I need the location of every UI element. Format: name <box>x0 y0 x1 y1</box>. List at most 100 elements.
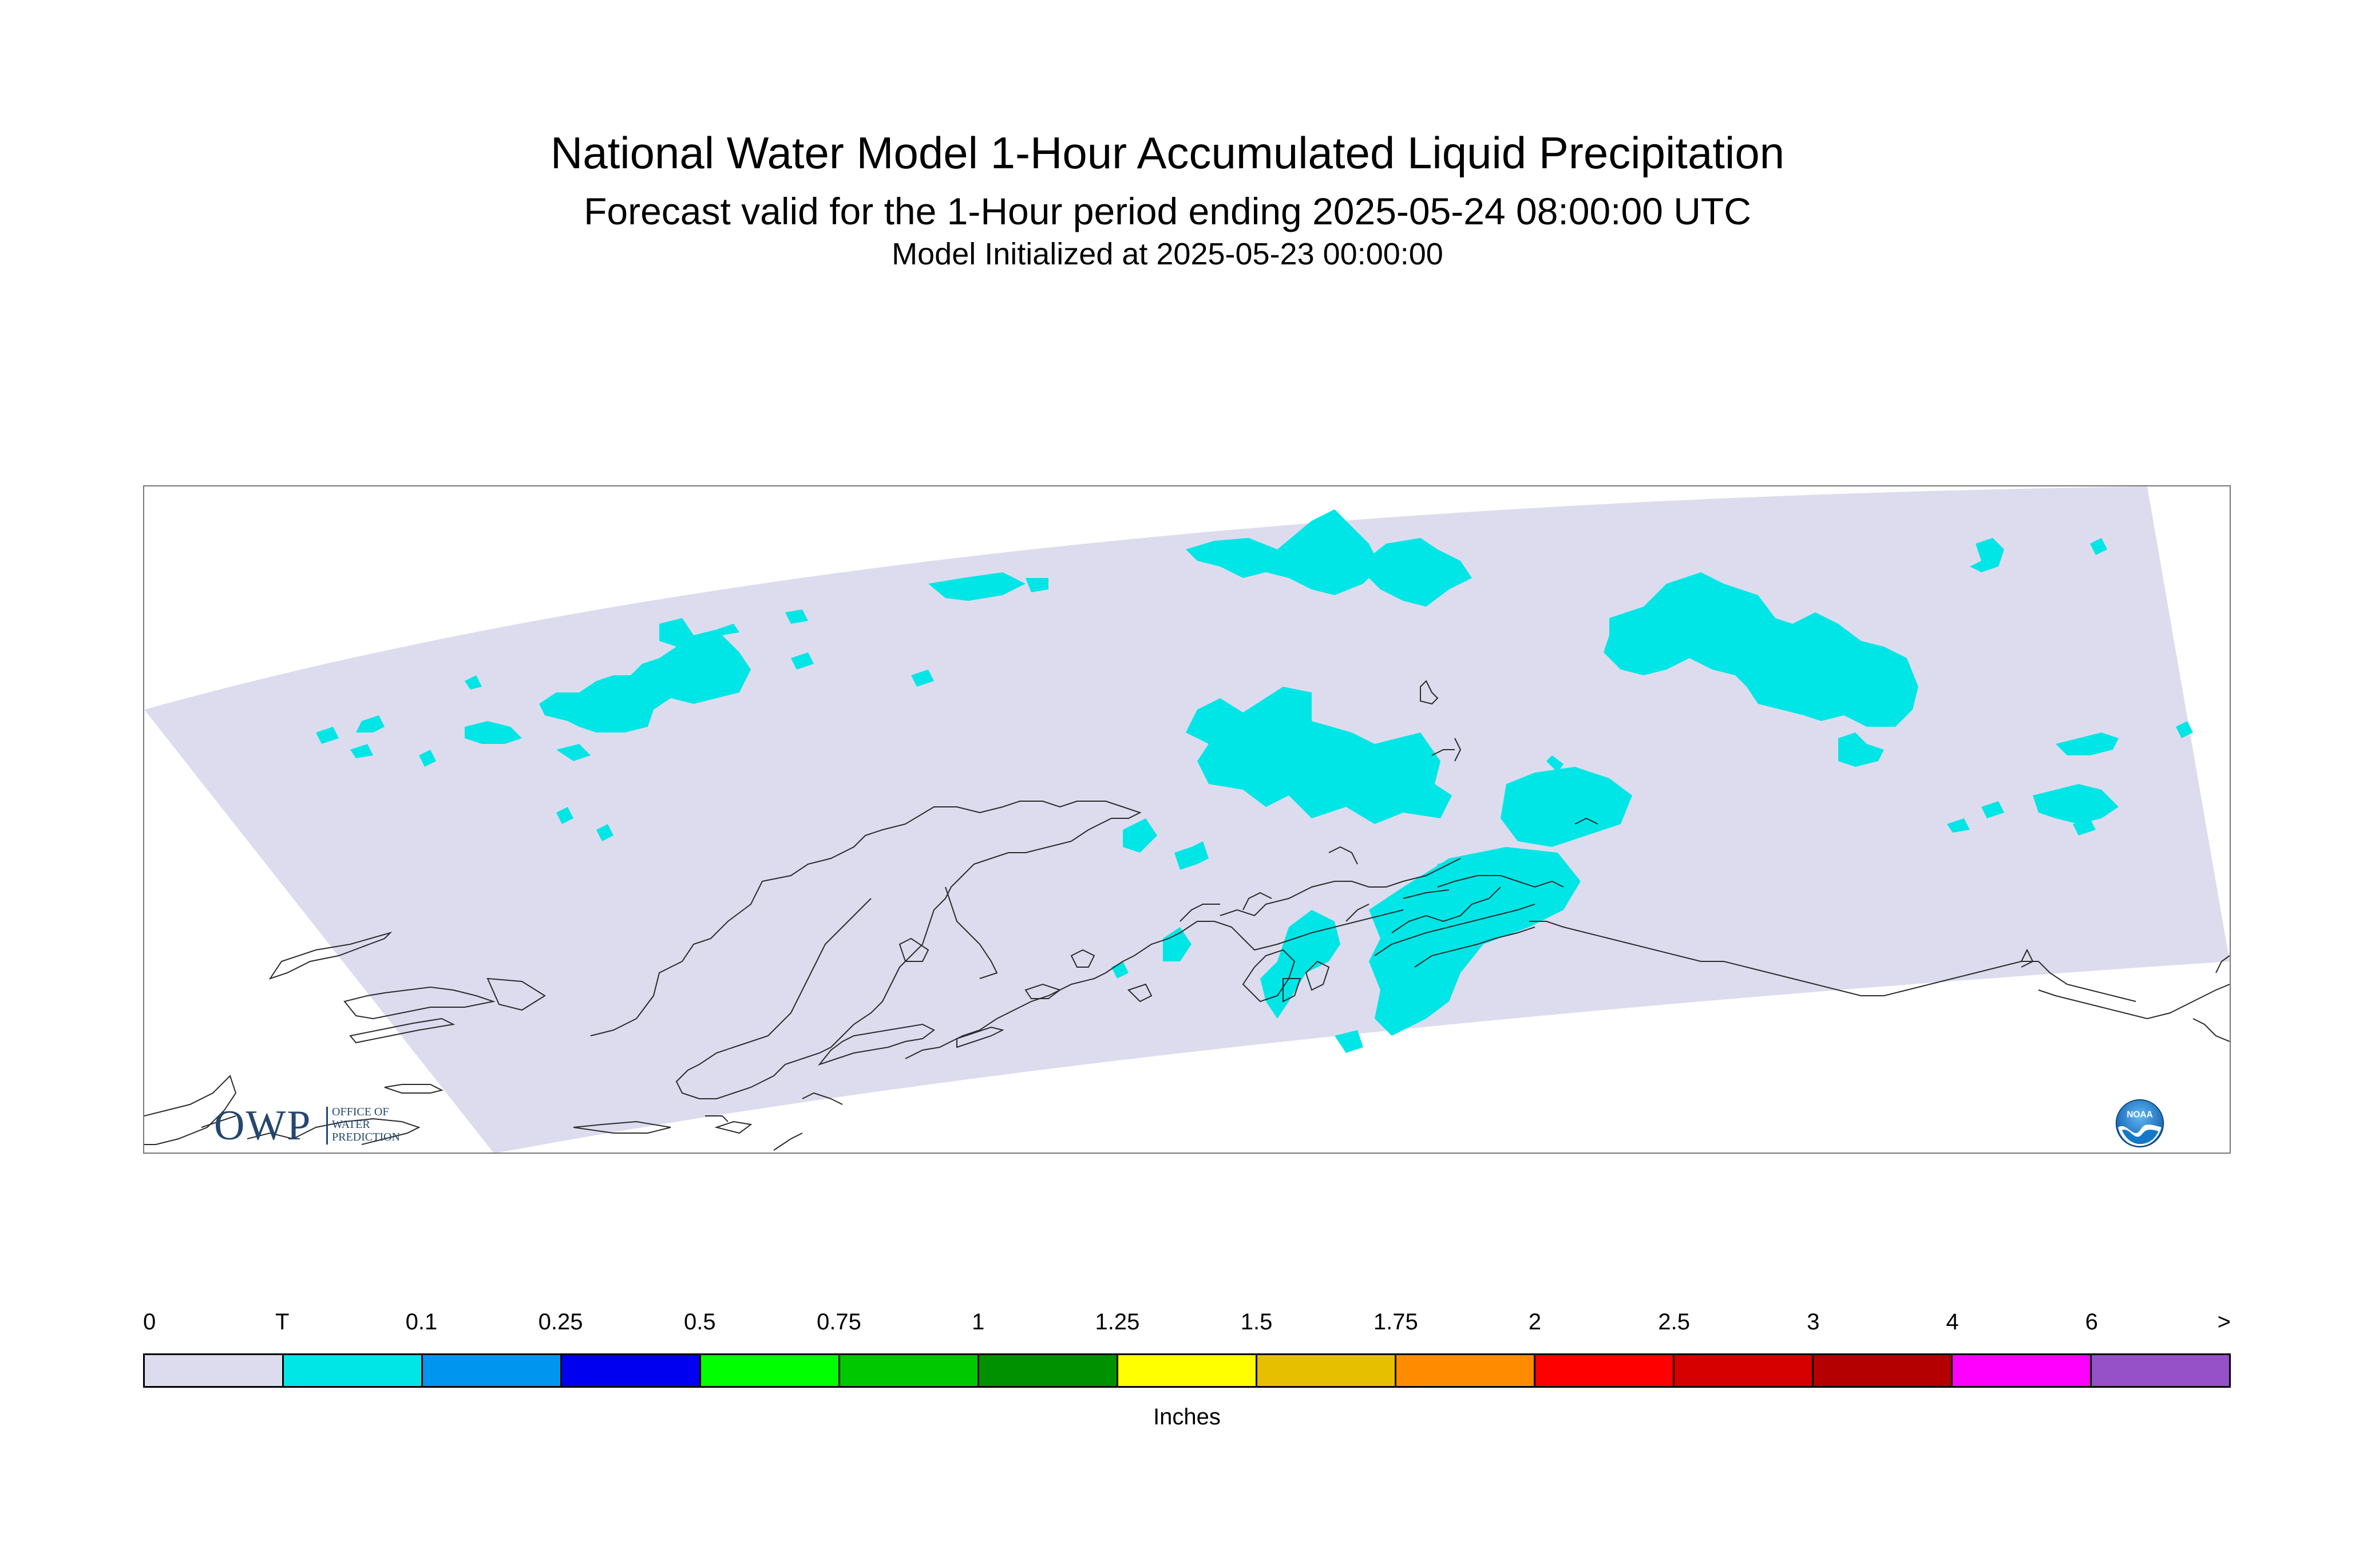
legend-tick-label: 4 <box>1946 1309 1959 1335</box>
precip-area <box>1186 687 1452 824</box>
precip-area <box>911 670 934 687</box>
owp-logo: OWP OFFICE OF WATER PREDICTION <box>214 1104 426 1150</box>
legend-tick-label: > <box>2217 1309 2231 1335</box>
coastline <box>1345 904 1369 922</box>
coastline <box>268 931 393 980</box>
legend-tick-label: 0.1 <box>405 1309 438 1335</box>
legend-swatch <box>284 1355 423 1386</box>
precip-area <box>1947 818 1970 833</box>
color-legend: 0 T 0.1 0.25 0.5 0.75 1 1.25 1.5 1.75 2 2.5 3 4 6 > Inc… <box>143 1310 2231 1448</box>
coastline <box>1328 846 1358 865</box>
coastline <box>945 886 998 979</box>
precip-area <box>1335 1030 1363 1053</box>
coastline <box>1242 949 1296 1003</box>
legend-swatch <box>1675 1355 1814 1386</box>
precip-area <box>2073 818 2096 836</box>
precip-area <box>465 675 482 690</box>
coastline <box>590 801 1142 1099</box>
owp-logo-text: OFFICE OF WATER PREDICTION <box>332 1106 429 1143</box>
precip-area <box>1174 847 1197 870</box>
legend-tick-label: 1.75 <box>1373 1309 1418 1335</box>
coastline <box>1574 817 1598 825</box>
forecast-valid-subtitle: Forecast valid for the 1-Hour period end… <box>584 190 1751 232</box>
coastline <box>714 1120 753 1134</box>
legend-swatch <box>701 1355 840 1386</box>
legend-swatch <box>145 1355 284 1386</box>
coastline <box>2038 984 2230 1020</box>
precip-area <box>1192 841 1209 864</box>
coastline <box>1529 921 2038 996</box>
precipitation-map: OWP OFFICE OF WATER PREDICTION NOAA <box>143 485 2231 1154</box>
precip-area <box>419 750 436 767</box>
coastlines <box>144 680 2230 1151</box>
legend-swatch <box>1257 1355 1396 1386</box>
precip-area <box>1501 767 1632 847</box>
precip-area <box>717 624 739 635</box>
precip-area <box>539 629 751 732</box>
precip-area <box>350 744 373 758</box>
legend-tick-label: 0.25 <box>538 1309 583 1335</box>
legend-swatch <box>1118 1355 1257 1386</box>
coastline <box>1220 858 1461 917</box>
country-border <box>2038 961 2136 1002</box>
precip-area <box>2090 538 2107 555</box>
coastline <box>1305 960 1330 991</box>
legend-swatch <box>2092 1355 2229 1386</box>
coastline <box>1374 904 1535 956</box>
precip-area <box>356 715 385 732</box>
legend-swatch <box>423 1355 562 1386</box>
coastline <box>201 1115 236 1128</box>
coastline <box>349 1017 456 1044</box>
coastline <box>1414 926 1535 968</box>
legend-tick-label: 0.5 <box>683 1309 716 1335</box>
legend-tick-label: 0.75 <box>817 1309 861 1335</box>
coastline <box>1454 738 1462 762</box>
coastline <box>1179 904 1220 922</box>
precip-area <box>1712 595 1729 612</box>
model-init-time: Model Initialized at 2025-05-23 00:00:00 <box>892 237 1443 271</box>
coastline <box>1391 886 1501 933</box>
coastline <box>573 1120 671 1134</box>
coastline <box>384 1084 444 1094</box>
legend-tick-label: 1 <box>972 1309 985 1335</box>
legend-swatch <box>1814 1355 1953 1386</box>
legend-tick-label: 0 <box>143 1309 156 1335</box>
coastline <box>1431 749 1455 756</box>
legend-tick-label: 1.25 <box>1095 1309 1140 1335</box>
coastline <box>1282 978 1301 1003</box>
precip-area <box>1186 509 1380 595</box>
precip-area <box>556 807 573 824</box>
coastline <box>144 1075 237 1145</box>
precip-area <box>316 727 339 744</box>
precip-area <box>1026 578 1048 592</box>
legend-swatch <box>1396 1355 1535 1386</box>
page-title: National Water Model 1-Hour Accumulated … <box>550 128 1785 178</box>
precip-area <box>2033 784 2119 824</box>
precip-area <box>791 652 814 670</box>
precip-area <box>1838 732 1884 767</box>
noaa-logo: NOAA <box>2115 1099 2164 1148</box>
precip-area <box>1357 538 1472 607</box>
precip-area <box>1163 927 1192 961</box>
legend-swatch <box>840 1355 979 1386</box>
legend-tick-label: 6 <box>2085 1309 2098 1335</box>
noaa-logo-text: NOAA <box>2127 1110 2153 1120</box>
precip-area <box>1546 755 1563 773</box>
coastline <box>486 977 546 1011</box>
legend-tick-label: 2 <box>1528 1309 1542 1335</box>
legend-swatch <box>979 1355 1118 1386</box>
owp-logo-divider <box>326 1107 328 1145</box>
legend-tick-label: 3 <box>1807 1309 1820 1335</box>
precip-area <box>1604 572 1918 727</box>
precip-area <box>465 721 522 744</box>
coastline <box>2021 948 2034 968</box>
coastline <box>1403 889 1450 899</box>
coastline <box>1070 949 1095 968</box>
coastline <box>898 937 929 962</box>
coastline <box>1420 680 1439 705</box>
precip-area <box>2056 732 2119 755</box>
legend-units-label: Inches <box>1153 1404 1221 1430</box>
coastline <box>2192 1018 2230 1042</box>
coastline <box>956 1026 1004 1048</box>
model-domain <box>144 486 2230 1153</box>
